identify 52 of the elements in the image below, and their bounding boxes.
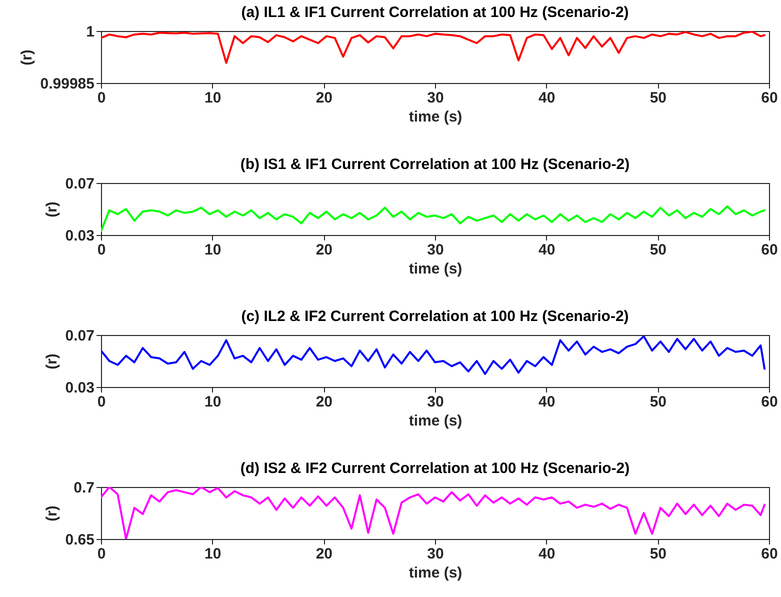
x-tick-label: 60 [761,90,778,106]
chart-title: (d) IS2 & IF2 Current Correlation at 100 Hz (Scenario-2) [240,460,630,477]
x-tick-label: 40 [538,546,556,562]
x-tick-label: 20 [316,394,333,410]
x-tick-label: 10 [204,546,222,562]
x-tick-label: 20 [316,242,333,258]
y-tick-label: 0.65 [65,532,94,548]
x-tick-label: 10 [204,242,222,258]
x-tick-label: 60 [761,242,778,258]
chart-title: (c) IL2 & IF2 Current Correlation at 100 Hz (Scenario-2) [241,308,629,325]
x-axis-title: time (s) [408,564,462,582]
x-tick-label: 60 [761,546,778,562]
x-tick-label: 10 [204,90,222,106]
y-tick-label: 0.07 [65,328,94,344]
x-tick-label: 20 [316,546,333,562]
x-tick-label: 40 [538,394,556,410]
x-tick-label: 50 [650,546,667,562]
line-series [101,31,766,64]
x-tick-label: 50 [650,242,667,258]
x-tick-label: 20 [316,90,333,106]
x-tick-label: 30 [427,394,444,410]
y-axis-title: (r) [43,506,60,522]
x-tick-label: 30 [427,90,444,106]
x-tick-label: 50 [650,90,667,106]
y-tick-label: 0.7 [74,480,94,496]
x-axis-title: time (s) [408,108,462,126]
x-tick-label: 40 [538,242,556,258]
x-tick-label: 60 [761,394,778,410]
x-tick-label: 0 [97,394,106,410]
line-series [101,335,766,375]
y-axis-title: (r) [43,354,60,370]
y-tick-label: 1 [86,24,94,40]
x-tick-label: 30 [427,242,444,258]
chart-title: (b) IS1 & IF1 Current Correlation at 100 Hz (Scenario-2) [240,156,630,173]
x-tick-label: 50 [650,394,667,410]
y-tick-label: 0.03 [65,228,94,244]
x-tick-label: 0 [97,90,106,106]
x-tick-label: 10 [204,394,222,410]
y-axis-title: (r) [43,202,60,218]
line-series [101,205,766,232]
x-tick-label: 0 [97,242,106,258]
y-tick-label: 0.07 [65,176,94,192]
x-tick-label: 30 [427,546,444,562]
x-tick-label: 40 [538,90,556,106]
y-tick-label: 0.03 [65,380,94,396]
chart-title: (a) IL1 & IF1 Current Correlation at 100 Hz (Scenario-2) [241,4,629,21]
x-axis-title: time (s) [408,260,462,278]
line-series [101,487,766,539]
y-axis-title: (r) [18,50,36,66]
y-tick-label: 0.99985 [40,76,94,92]
x-tick-label: 0 [97,546,106,562]
x-axis-title: time (s) [408,412,462,430]
